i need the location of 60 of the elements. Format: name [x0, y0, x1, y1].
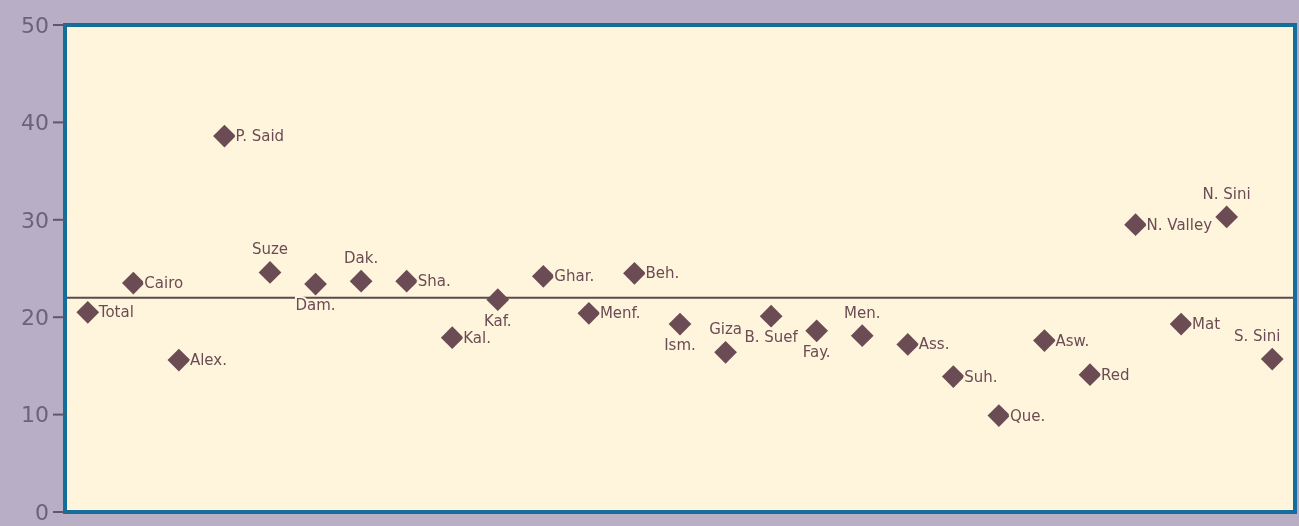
annotation: Suh.: [964, 367, 998, 386]
point: [304, 272, 327, 296]
annotation: Menf.: [599, 304, 641, 323]
point: [1215, 205, 1239, 229]
annotation: Ass.: [918, 335, 950, 354]
annotation: Men.: [844, 303, 881, 322]
point: [1169, 312, 1193, 336]
annotation: S. Sini: [1234, 327, 1281, 346]
point: [805, 319, 829, 343]
point: [531, 264, 555, 288]
point: [486, 288, 510, 312]
annotation: Fay.: [802, 342, 831, 361]
point: [395, 269, 419, 293]
point: [623, 262, 646, 285]
point: [941, 365, 965, 388]
annotation: Alex.: [189, 351, 227, 370]
point: [121, 271, 145, 295]
annotation: P. Said: [235, 127, 285, 146]
point: [1260, 347, 1284, 371]
annotation: Dam.: [295, 296, 336, 315]
y-tick-label: 0: [35, 499, 49, 525]
point: [440, 326, 464, 350]
point: [714, 340, 737, 364]
annotation: Giza: [709, 320, 742, 339]
point: [896, 333, 920, 356]
point: [1124, 213, 1147, 237]
point: [349, 269, 373, 293]
y-tick-label: 20: [21, 304, 49, 330]
y-tick-label: 40: [21, 110, 49, 136]
point: [668, 312, 692, 336]
point: [850, 324, 874, 348]
annotation: N. Valley: [1146, 215, 1213, 234]
y-tick-label: 30: [21, 207, 49, 233]
point: [258, 261, 282, 284]
annotation: Sha.: [417, 272, 451, 291]
annotation: B. Suef: [744, 328, 799, 347]
annotation: Red: [1101, 365, 1130, 384]
point: [213, 124, 236, 148]
annotation: Ism.: [664, 336, 696, 355]
point: [167, 348, 191, 372]
point: [1078, 363, 1102, 387]
annotation: Kal.: [463, 328, 491, 347]
point: [987, 404, 1011, 427]
annotation: Dak.: [344, 249, 379, 268]
point: [759, 304, 783, 328]
y-tick-label: 10: [21, 402, 49, 428]
annotation: Total: [97, 303, 134, 322]
point: [76, 300, 100, 324]
annotation: Mat: [1192, 315, 1221, 334]
annotation: Asw.: [1055, 331, 1090, 350]
annotation: Kaf.: [483, 311, 512, 330]
annotation: N. Sini: [1202, 184, 1251, 203]
annotation: Beh.: [645, 264, 680, 283]
annotation: Ghar.: [554, 267, 595, 286]
annotation: Cairo: [144, 274, 184, 293]
point: [1033, 329, 1056, 352]
y-tick-label: 50: [21, 12, 49, 38]
point: [577, 301, 601, 325]
annotation: Suze: [251, 240, 289, 259]
annotation: Que.: [1009, 406, 1046, 425]
